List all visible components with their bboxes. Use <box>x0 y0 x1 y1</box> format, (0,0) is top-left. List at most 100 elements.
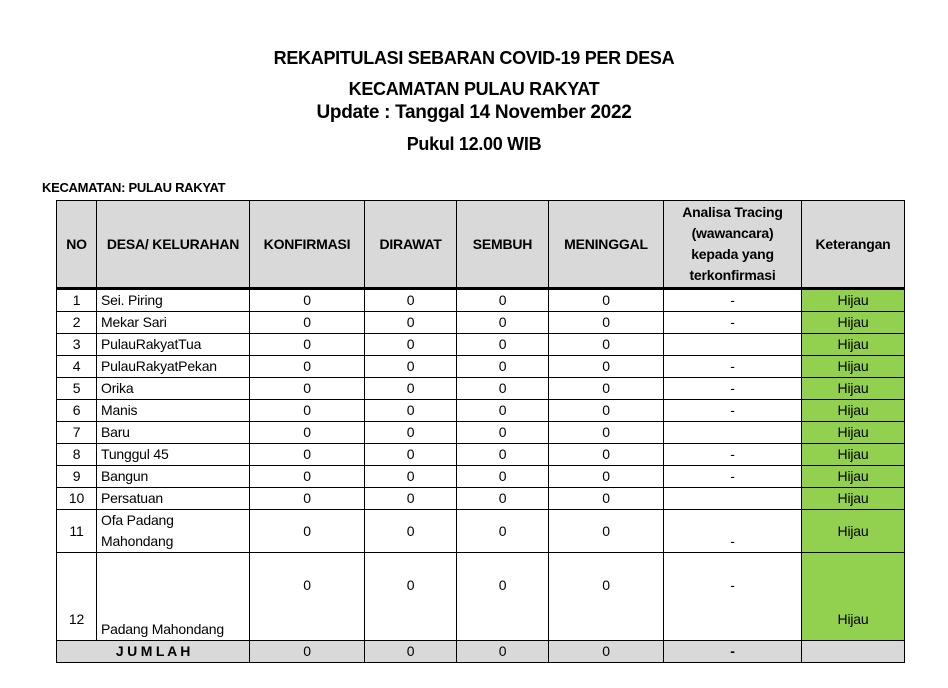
cell-dirawat: 0 <box>364 552 457 641</box>
cell-meninggal: 0 <box>548 443 664 466</box>
cell-meninggal: 0 <box>548 487 664 510</box>
cell-konfirmasi: 0 <box>249 377 365 400</box>
total-dirawat: 0 <box>364 640 457 663</box>
cell-no: 6 <box>56 399 97 422</box>
cell-ket: Hijau <box>801 399 905 422</box>
kecamatan-label: KECAMATAN: PULAU RAKYAT <box>42 180 226 195</box>
update-time: Pukul 12.00 WIB <box>406 134 542 154</box>
report-subtitle: KECAMATAN PULAU RAKYAT <box>348 79 600 99</box>
table-row: 10 Persatuan 0 0 0 0 Hijau <box>56 487 905 510</box>
cell-desa: Manis <box>96 399 250 422</box>
cell-desa: PulauRakyatPekan <box>96 355 250 378</box>
cell-meninggal: 0 <box>548 509 664 553</box>
cell-meninggal: 0 <box>548 288 664 312</box>
cell-tracing <box>663 333 802 356</box>
cell-sembuh: 0 <box>456 443 549 466</box>
cell-ket: Hijau <box>801 333 905 356</box>
cell-no: 10 <box>56 487 97 510</box>
total-tracing: - <box>663 640 802 663</box>
column-header: Analisa Tracing (wawancara) kepada yang … <box>663 200 802 290</box>
cell-dirawat: 0 <box>364 443 457 466</box>
cell-konfirmasi: 0 <box>249 399 365 422</box>
cell-sembuh: 0 <box>456 311 549 334</box>
table-row: 4 PulauRakyatPekan 0 0 0 0- Hijau <box>56 355 905 378</box>
cell-konfirmasi: 0 <box>249 311 365 334</box>
cell-desa: Tunggul 45 <box>96 443 250 466</box>
cell-dirawat: 0 <box>364 465 457 488</box>
cell-no: 8 <box>56 443 97 466</box>
cell-dirawat: 0 <box>364 311 457 334</box>
cell-ket: Hijau <box>801 443 905 466</box>
cell-ket: Hijau <box>801 465 905 488</box>
cell-sembuh: 0 <box>456 288 549 312</box>
cell-no: 11 <box>56 509 97 553</box>
table-row: 6 Manis 0 0 0 0- Hijau <box>56 399 905 422</box>
cell-desa: Bangun <box>96 465 250 488</box>
cell-meninggal: 0 <box>548 421 664 444</box>
cell-konfirmasi: 0 <box>249 509 365 553</box>
cell-dirawat: 0 <box>364 509 457 553</box>
cell-meninggal: 0 <box>548 552 664 641</box>
total-ket <box>801 640 905 663</box>
cell-dirawat: 0 <box>364 288 457 312</box>
cell-sembuh: 0 <box>456 552 549 641</box>
cell-ket: Hijau <box>801 487 905 510</box>
cell-konfirmasi: 0 <box>249 443 365 466</box>
table-row: 7 Baru 0 0 0 0 Hijau <box>56 421 905 444</box>
cell-desa: Mekar Sari <box>96 311 250 334</box>
table-row: 12 Padang Mahondang 0 0 0 0- Hijau <box>56 552 905 641</box>
cell-tracing: - <box>663 443 802 466</box>
cell-no: 3 <box>56 333 97 356</box>
cell-no: 4 <box>56 355 97 378</box>
cell-desa: Orika <box>96 377 250 400</box>
cell-ket: Hijau <box>801 355 905 378</box>
cell-desa: Ofa Padang Mahondang <box>96 509 250 553</box>
cell-ket: Hijau <box>801 552 905 641</box>
cell-tracing: - <box>663 288 802 312</box>
cell-meninggal: 0 <box>548 377 664 400</box>
cell-sembuh: 0 <box>456 377 549 400</box>
cell-konfirmasi: 0 <box>249 552 365 641</box>
column-header: DESA/ KELURAHAN <box>96 200 250 290</box>
cell-sembuh: 0 <box>456 355 549 378</box>
cell-no: 5 <box>56 377 97 400</box>
cell-konfirmasi: 0 <box>249 421 365 444</box>
cell-ket: Hijau <box>801 288 905 312</box>
column-header: NO <box>56 200 97 290</box>
cell-tracing: - <box>663 399 802 422</box>
total-meninggal: 0 <box>548 640 664 663</box>
total-label: J U M L A H <box>56 640 250 663</box>
column-header: MENINGGAL <box>548 200 664 290</box>
column-header: Keterangan <box>801 200 905 290</box>
cell-dirawat: 0 <box>364 421 457 444</box>
cell-sembuh: 0 <box>456 487 549 510</box>
cell-konfirmasi: 0 <box>249 288 365 312</box>
cell-meninggal: 0 <box>548 465 664 488</box>
table-header: NO DESA/ KELURAHAN KONFIRMASI DIRAWAT SEMBUH… <box>56 200 905 290</box>
cell-sembuh: 0 <box>456 399 549 422</box>
cell-konfirmasi: 0 <box>249 355 365 378</box>
cell-desa: Persatuan <box>96 487 250 510</box>
cell-dirawat: 0 <box>364 355 457 378</box>
cell-dirawat: 0 <box>364 487 457 510</box>
cell-no: 2 <box>56 311 97 334</box>
table-row: 9 Bangun 0 0 0 0- Hijau <box>56 465 905 488</box>
cell-konfirmasi: 0 <box>249 333 365 356</box>
cell-tracing <box>663 421 802 444</box>
report-title: REKAPITULASI SEBARAN COVID-19 PER DESA <box>273 48 675 68</box>
cell-tracing: - <box>663 509 802 553</box>
cell-meninggal: 0 <box>548 355 664 378</box>
cell-ket: Hijau <box>801 421 905 444</box>
table-row: 11 Ofa Padang Mahondang 0 0 0 0- Hijau <box>56 509 905 553</box>
cell-meninggal: 0 <box>548 399 664 422</box>
table-row: 3 PulauRakyatTua 0 0 0 0 Hijau <box>56 333 905 356</box>
cell-sembuh: 0 <box>456 509 549 553</box>
cell-desa: Baru <box>96 421 250 444</box>
column-header: SEMBUH <box>456 200 549 290</box>
cell-ket: Hijau <box>801 509 905 553</box>
cell-sembuh: 0 <box>456 333 549 356</box>
column-header: DIRAWAT <box>364 200 457 290</box>
cell-desa: PulauRakyatTua <box>96 333 250 356</box>
cell-no: 12 <box>56 552 97 641</box>
